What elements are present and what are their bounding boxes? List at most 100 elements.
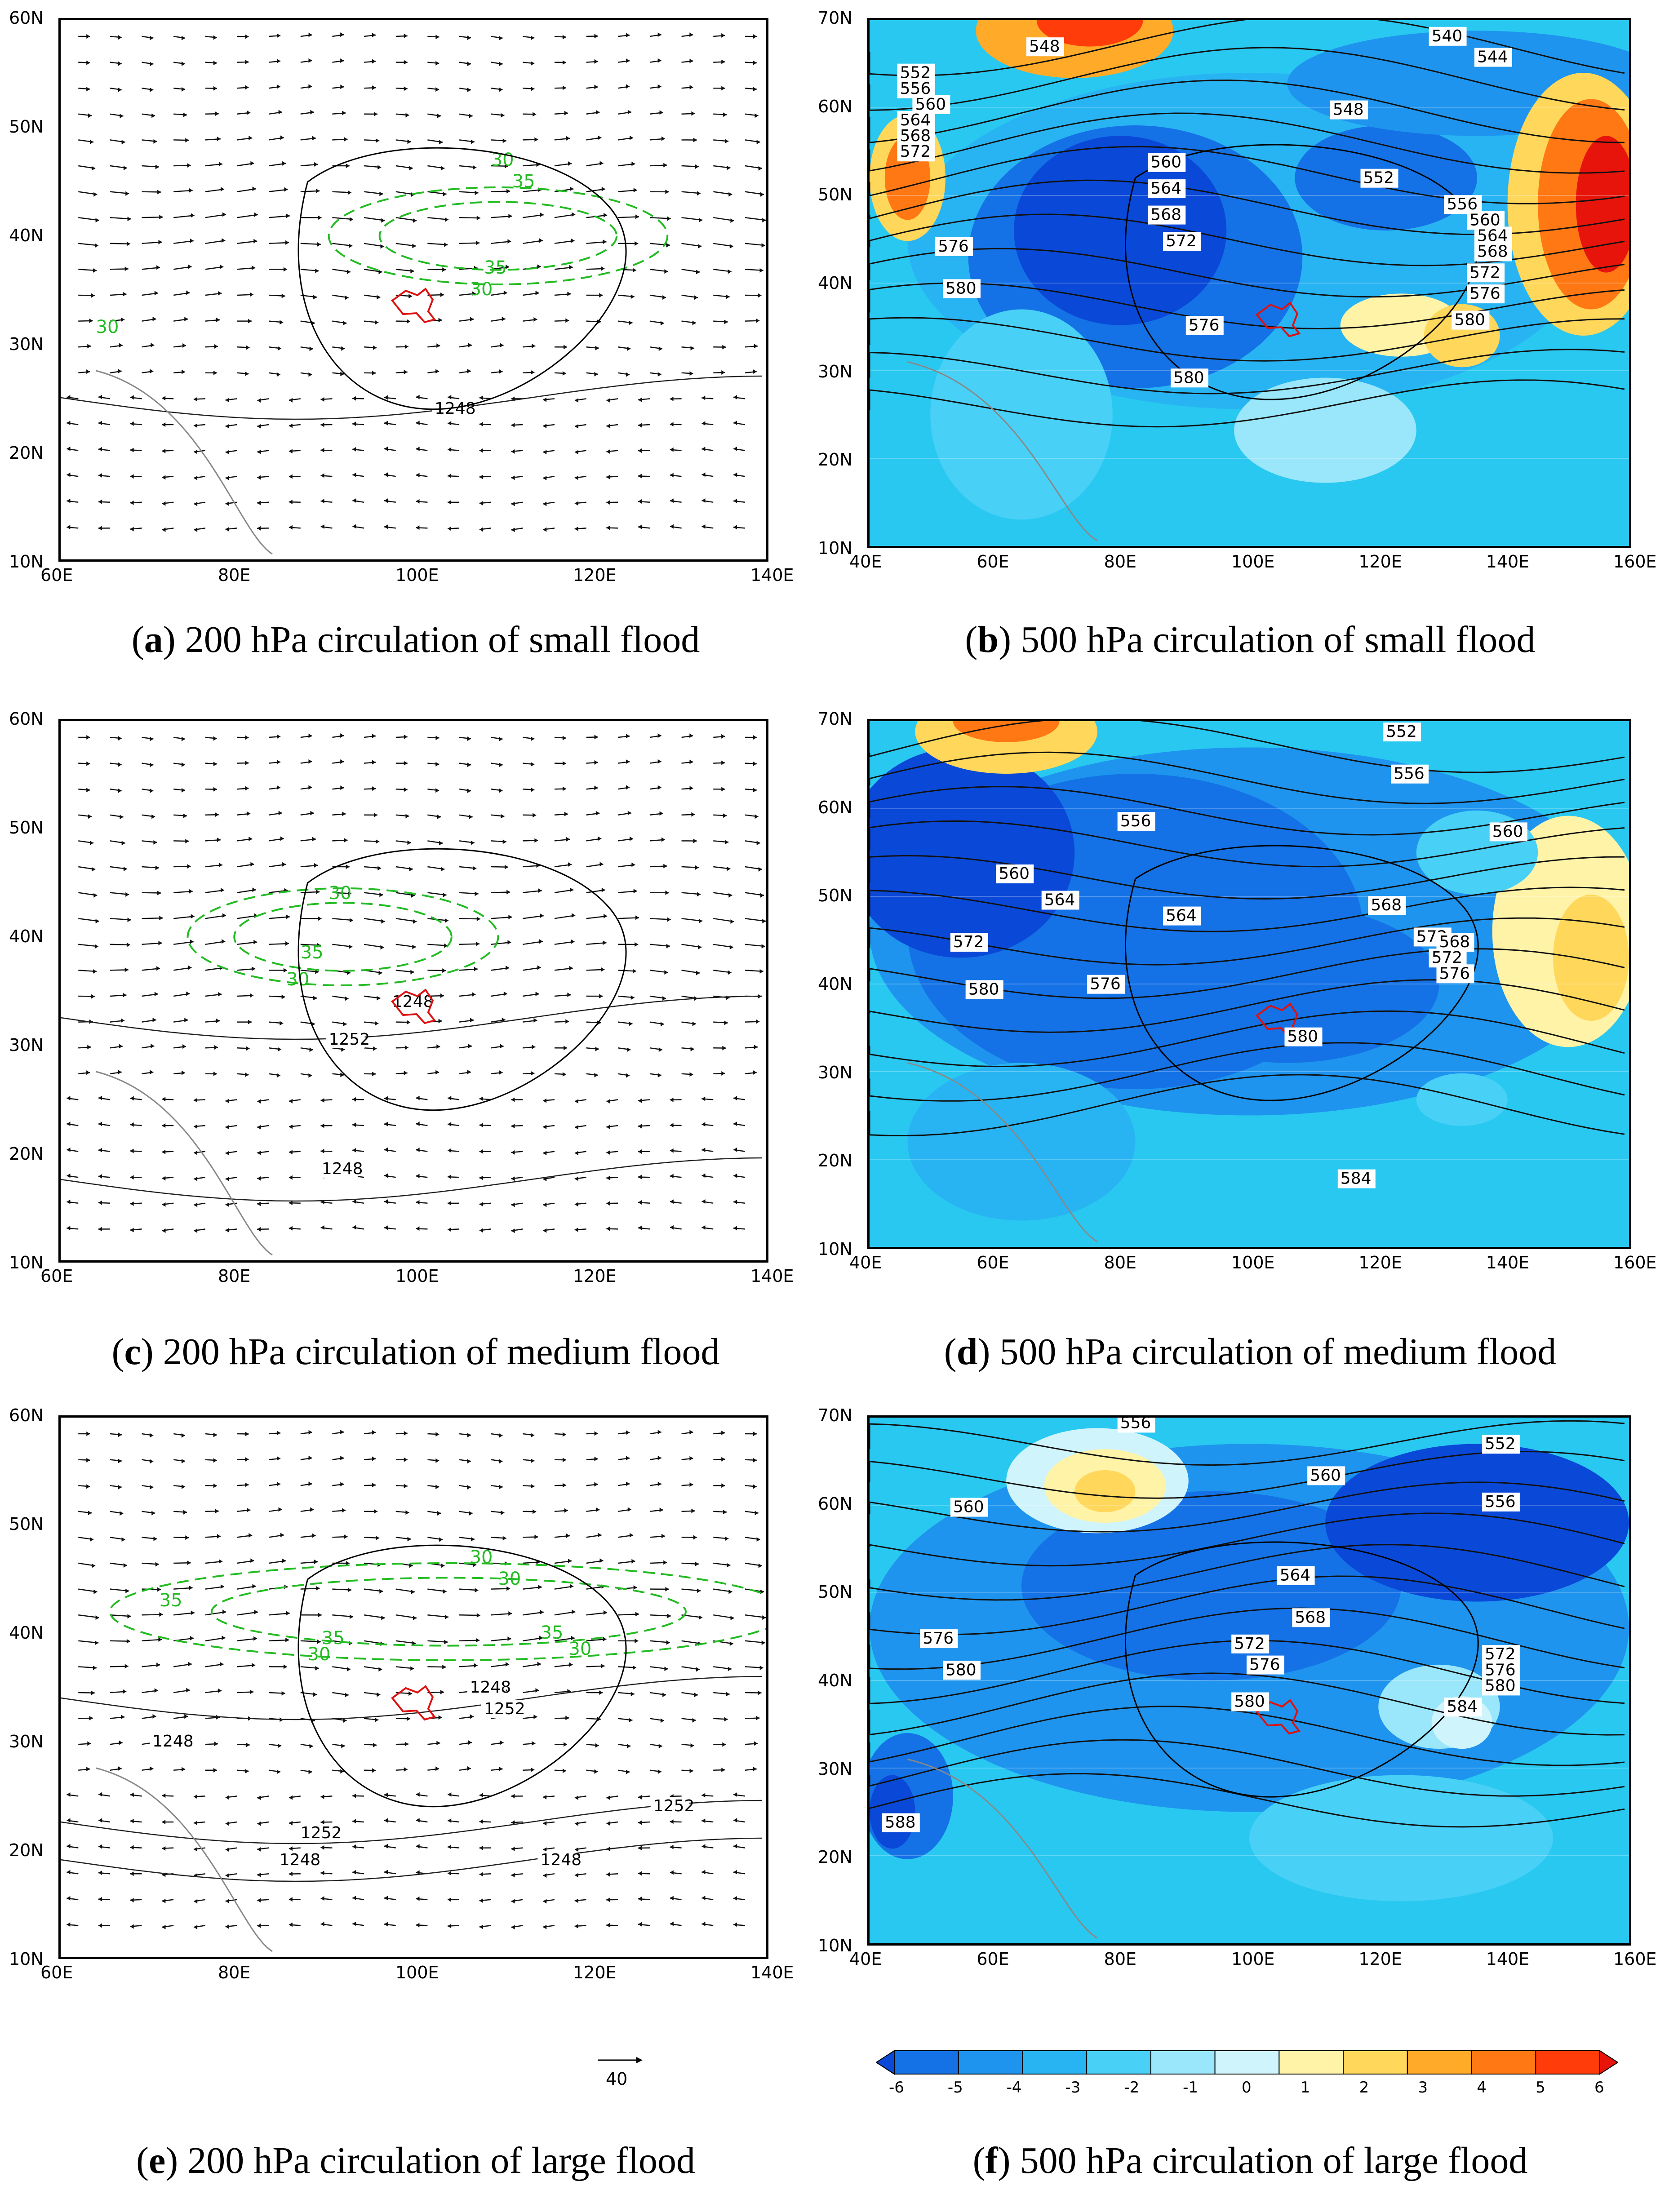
wind-vector-head — [754, 1045, 758, 1050]
wind-vector-head — [346, 864, 350, 869]
wind-vector-head — [511, 475, 515, 480]
wind-vector-head — [725, 840, 729, 845]
wind-vector-head — [670, 1896, 674, 1901]
wind-vector-head — [151, 814, 155, 819]
wind-vector-head — [601, 266, 605, 271]
wind-vector-head — [660, 1022, 664, 1027]
label-background — [1482, 1676, 1520, 1696]
wind-vector-head — [153, 1536, 157, 1541]
wind-vector-head — [499, 369, 503, 374]
contour-label: 564 — [900, 111, 931, 129]
wind-vector-head — [506, 966, 510, 971]
wind-vector-head — [98, 1227, 102, 1232]
height-contour — [870, 1074, 1625, 1137]
wind-vector-head — [98, 1792, 102, 1797]
colorbar-cell — [1086, 2050, 1151, 2075]
jet-label: 35 — [541, 1622, 564, 1643]
wind-vector-head — [499, 1459, 503, 1464]
wind-vector-head — [67, 1122, 71, 1126]
y-tick-label: 70N — [818, 709, 852, 729]
map-frame: 548 540 544 552 556 560 564 568 572 560 564 568 572 5… — [867, 18, 1631, 548]
wind-vector-head — [158, 940, 162, 945]
wind-vector-head — [538, 1585, 542, 1590]
wind-vector-head — [661, 136, 665, 141]
wind-vector-head — [218, 1688, 222, 1693]
wind-vector-head — [511, 1097, 515, 1102]
wind-vector-head — [92, 867, 96, 872]
wind-vector-head — [352, 524, 356, 529]
wind-vector-head — [225, 1151, 229, 1156]
jet-label: 30 — [568, 1639, 591, 1659]
wind-vector-head — [534, 838, 538, 843]
wind-vector-head — [309, 346, 313, 351]
wind-vector-head — [153, 139, 157, 144]
wind-vector-head — [320, 1148, 324, 1153]
wind-vector-head — [130, 1201, 134, 1206]
wind-vector-head — [724, 1717, 728, 1722]
wind-vector-head — [638, 448, 642, 453]
wind-vector-head — [564, 345, 568, 350]
wind-vector-head — [500, 343, 504, 348]
wind-vector-head — [213, 370, 217, 375]
wind-vector-head — [191, 1610, 195, 1615]
wind-vector-head — [594, 735, 598, 740]
wind-vector-head — [443, 192, 447, 197]
wind-vector-head — [762, 919, 766, 924]
height-contour — [870, 112, 1625, 174]
wind-vector-head — [90, 841, 94, 846]
wind-vector-head — [758, 293, 762, 298]
panel-f-500hpa-large: 556 552 560 560 556 564 568 572 576 576 580 572 576 5… — [818, 1397, 1669, 2212]
wind-vector-head — [257, 1099, 261, 1104]
wind-vector-head — [562, 1769, 566, 1773]
wind-vector-head — [152, 1017, 156, 1022]
label-background — [1368, 896, 1406, 915]
wind-vector-head — [657, 1769, 661, 1774]
wind-vector-head — [384, 1818, 388, 1823]
wind-vector-head — [194, 1847, 198, 1852]
wind-vector-head — [187, 864, 191, 869]
label-background — [1482, 1435, 1520, 1454]
wind-vector-head — [130, 1122, 134, 1127]
wind-vector-head — [184, 317, 188, 322]
wind-vector-head — [312, 837, 316, 842]
height-contour — [61, 995, 762, 1040]
wind-vector-head — [665, 189, 669, 194]
wind-vector-head — [221, 888, 225, 893]
wind-vector-head — [407, 840, 411, 845]
map-frame: 552 556 556 560 560 564 568 572 564 568 572 576 572 5… — [867, 719, 1631, 1249]
wind-vector-head — [378, 1667, 382, 1672]
wind-vector-head — [670, 524, 674, 529]
x-tick-label: 80E — [1104, 552, 1137, 572]
wind-vector-head — [280, 135, 284, 140]
wind-vector-head — [626, 1456, 630, 1461]
height-contour — [61, 1800, 762, 1844]
wind-vector-head — [467, 62, 471, 66]
wind-vector-head — [543, 1821, 547, 1826]
wind-vector-head — [762, 1615, 766, 1620]
wind-vector-head — [562, 786, 566, 791]
wind-vector-head — [213, 1432, 217, 1437]
height-contours — [61, 995, 762, 1202]
wind-vector-head — [377, 866, 382, 871]
jet-label: 35 — [512, 171, 535, 192]
panel-letter: (c) — [111, 1331, 163, 1373]
wind-vector-head — [701, 472, 706, 477]
wind-vector-head — [728, 970, 732, 975]
wind-vector-head — [217, 838, 221, 842]
contour-label: 552 — [1485, 1435, 1516, 1453]
wind-vectors — [67, 32, 766, 532]
wind-vector-head — [257, 1821, 261, 1826]
jet-contour — [233, 902, 453, 972]
wind-vector-head — [282, 161, 286, 166]
wind-vector-head — [245, 1073, 249, 1077]
wind-vector-head — [182, 369, 186, 374]
wind-vector-head — [309, 1047, 313, 1052]
wind-vector-head — [253, 239, 257, 244]
wind-vector-head — [222, 913, 226, 918]
wind-vector-head — [507, 940, 511, 945]
wind-vector-head — [543, 1202, 547, 1207]
wind-vector-head — [670, 396, 674, 401]
wind-vector-head — [448, 447, 452, 452]
wind-vector-head — [728, 1667, 732, 1671]
wind-vector-head — [511, 1873, 515, 1878]
